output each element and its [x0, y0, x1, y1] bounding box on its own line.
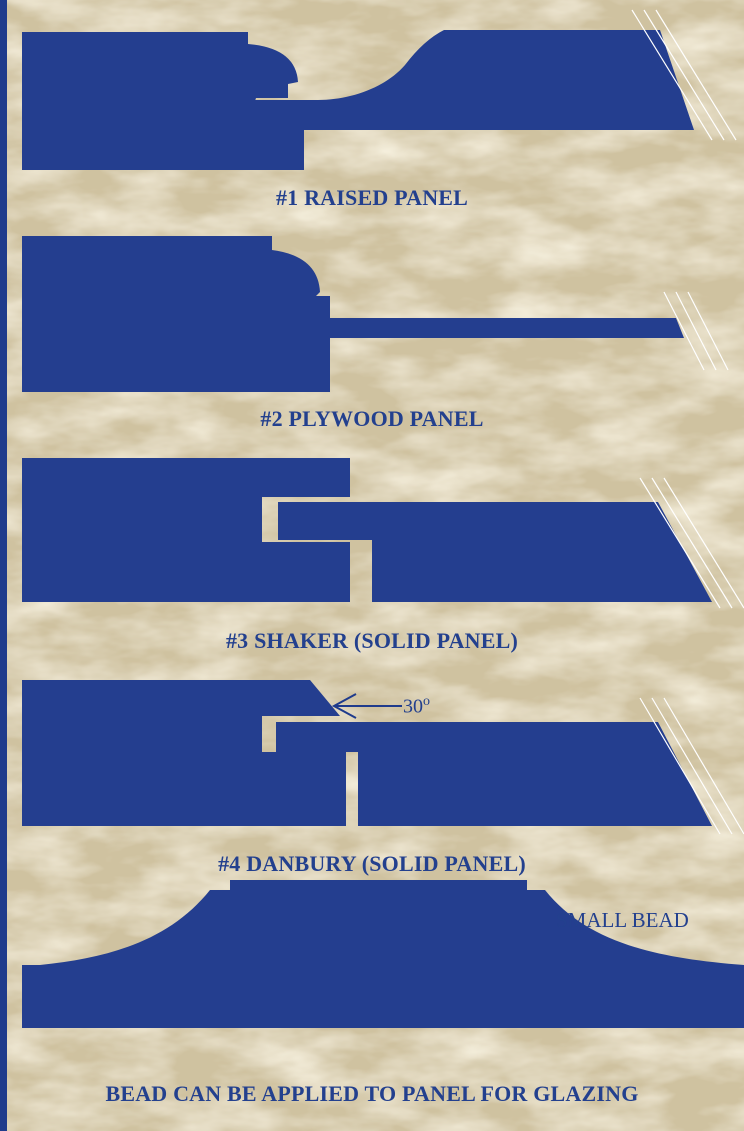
profile-3-panel: [278, 502, 712, 602]
small-bead-label: SMALL BEAD: [556, 908, 689, 932]
bead-profile: [22, 880, 744, 1028]
profile-2-stile: [22, 236, 330, 392]
caption-profile-1: #1 RAISED PANEL: [275, 185, 469, 210]
angle-label: 30o: [403, 694, 430, 719]
profile-4-danbury: [22, 680, 712, 826]
caption-profile-4: #4 DANBURY (SOLID PANEL): [218, 851, 526, 876]
caption-glazing-note: BEAD CAN BE APPLIED TO PANEL FOR GLAZING: [105, 1081, 639, 1106]
break-line-4: [639, 697, 744, 835]
profile-3-stile: [22, 458, 350, 602]
left-border: [0, 0, 7, 1131]
profile-2-plywood-panel: [22, 236, 684, 392]
caption-profile-3: #3 SHAKER (SOLID PANEL): [225, 628, 519, 653]
profile-1-stile: [22, 32, 304, 170]
break-line-3: [639, 477, 744, 609]
break-line-2: [663, 291, 729, 371]
break-line-1: [631, 9, 737, 141]
profile-3-shaker: [22, 458, 712, 602]
angle-value: 30: [403, 695, 423, 718]
profile-2-panel: [256, 318, 684, 338]
profile-2-groove-outer: [238, 316, 252, 344]
angle-unit: o: [423, 694, 430, 709]
bead-panel: [22, 880, 744, 1028]
profile-1-groove-outer: [226, 96, 240, 132]
profile-4-panel: [276, 722, 712, 826]
angle-arrow: [331, 693, 402, 719]
profile-1-raised-panel: [22, 30, 694, 170]
profile-1-panel: [242, 30, 694, 130]
break-lines: [631, 9, 744, 835]
profile-4-stile: [22, 680, 346, 826]
angle-arrowhead: [331, 693, 357, 719]
caption-profile-2: #2 PLYWOOD PANEL: [260, 406, 484, 431]
